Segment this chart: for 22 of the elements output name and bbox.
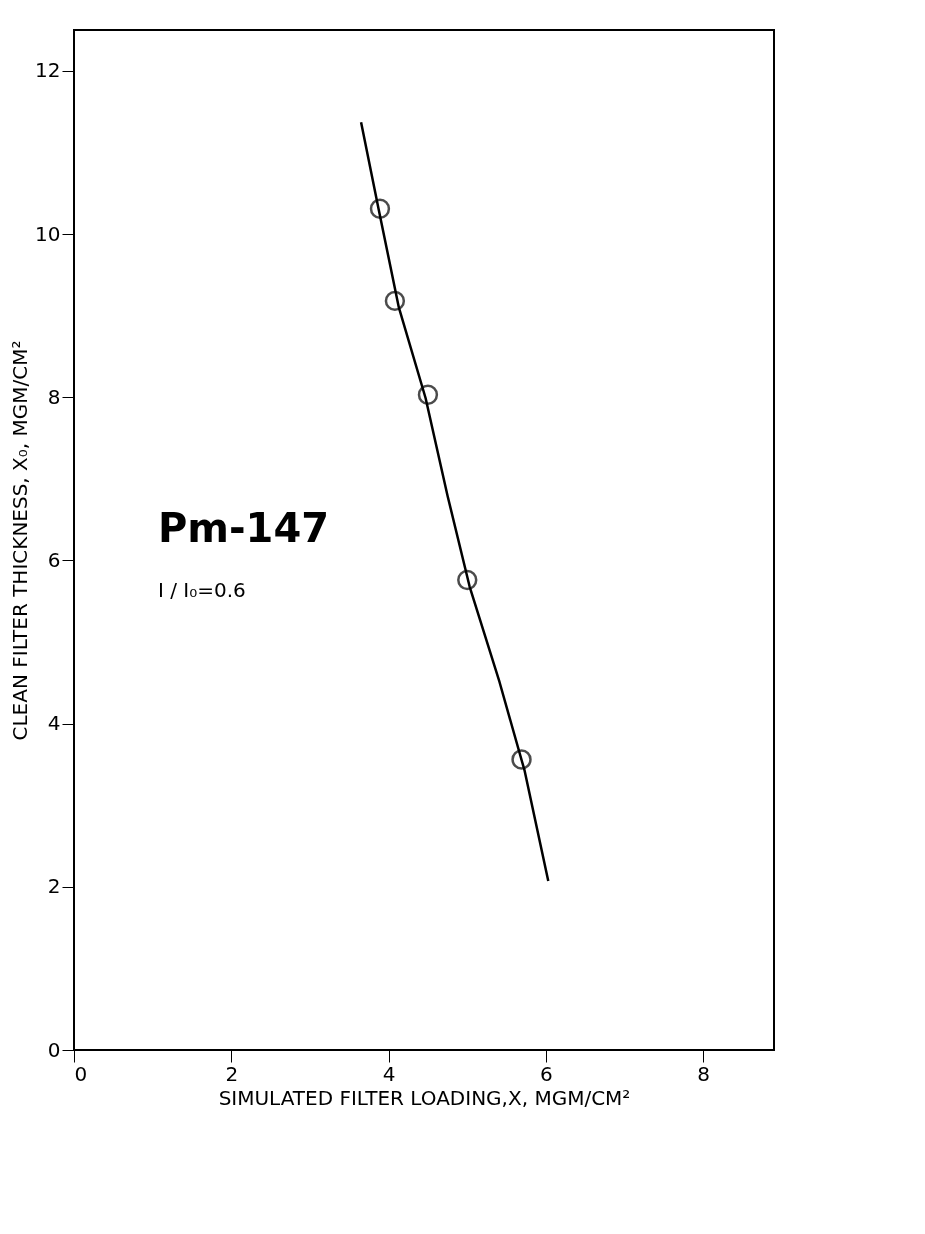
point [384,290,406,312]
x-tick-label: 2 [225,1061,239,1086]
y-tick-label: 8 [47,384,61,409]
x-tick-label: 8 [697,1061,711,1086]
point [511,749,532,770]
y-axis-title: CLEAN FILTER THICKNESS, X₀, MGM/CM² [8,340,33,741]
x-tick-label: 6 [540,1061,553,1086]
x-tick-label: 4 [382,1061,396,1086]
y-tick-label: 2 [47,874,61,899]
y-tick-label: 12 [35,58,61,83]
y-tick-label: 10 [35,221,61,246]
point [417,384,439,405]
annotation: Pm-147 [158,504,330,551]
line-series [359,120,550,883]
annotation: I / I₀=0.6 [158,578,246,602]
x-axis-title: SIMULATED FILTER LOADING,X, MGM/CM² [218,1085,631,1110]
y-tick-label: 4 [47,711,61,736]
x-tick-label: 0 [74,1061,88,1086]
point [369,198,391,219]
point [457,569,478,591]
y-tick-label: 0 [47,1037,61,1062]
y-tick-label: 6 [47,547,61,572]
